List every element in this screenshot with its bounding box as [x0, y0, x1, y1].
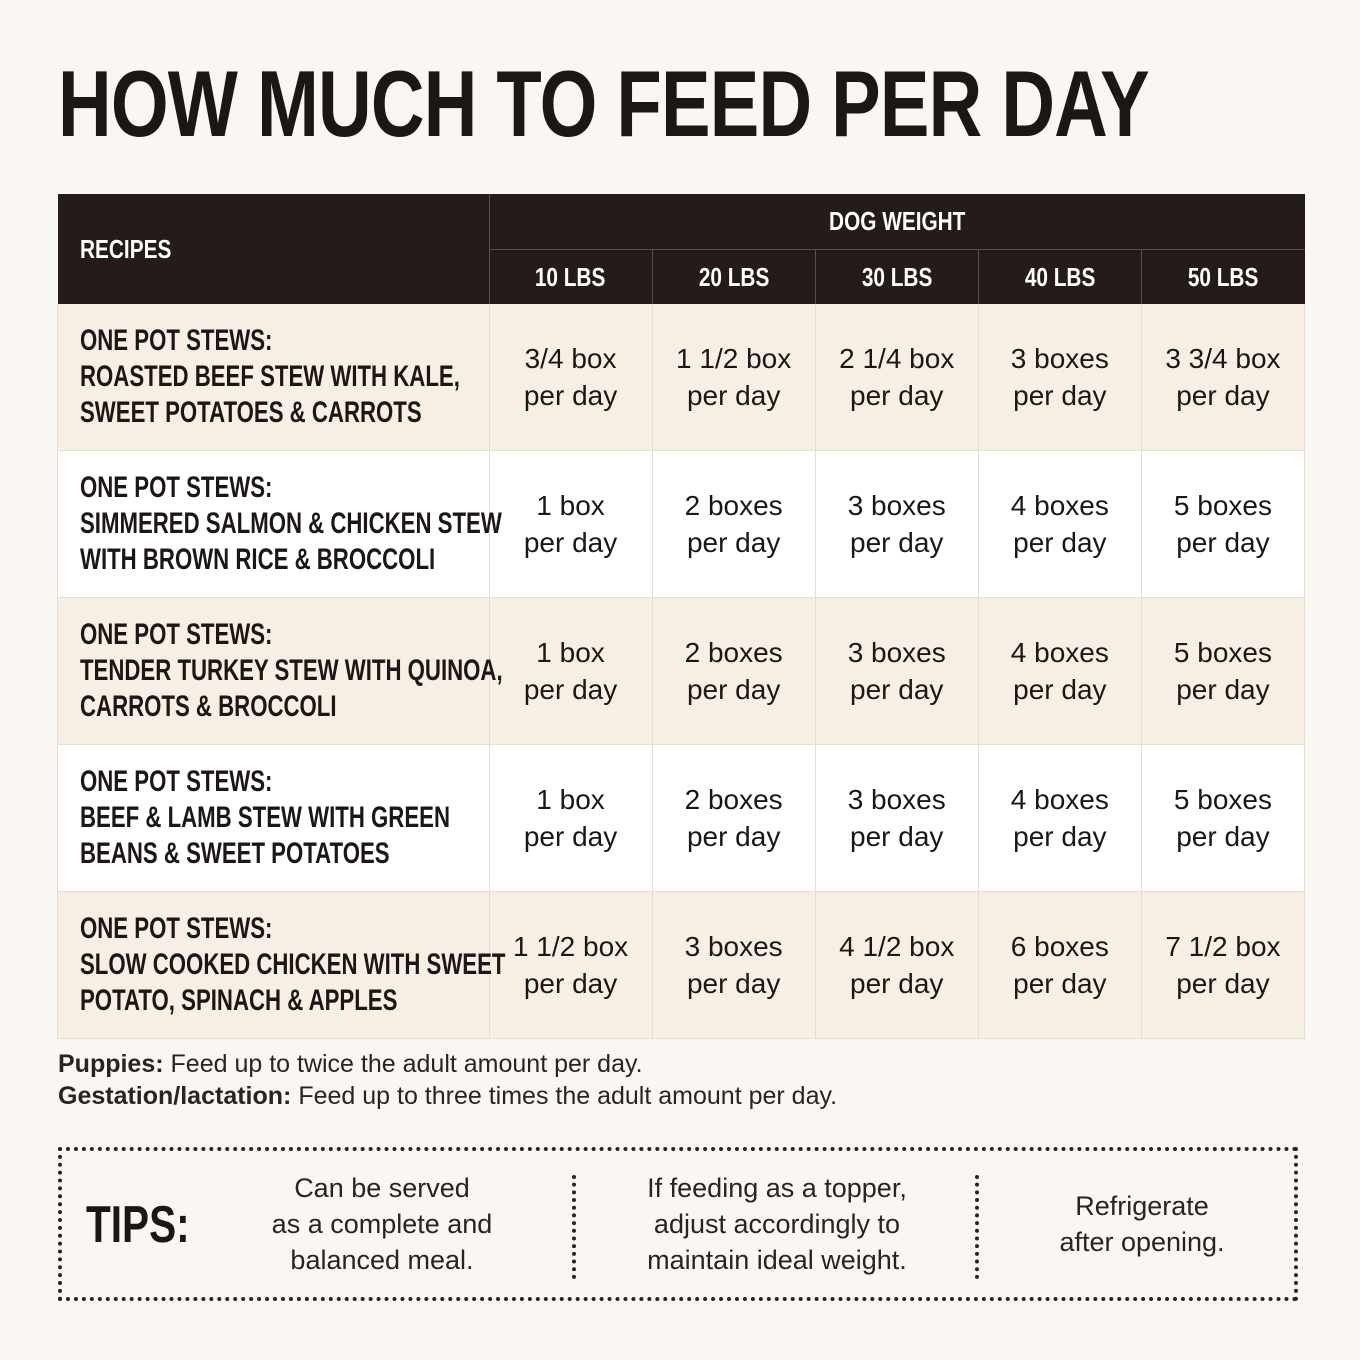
portion-cell: 4 boxes per day [977, 450, 1142, 598]
portion-cell: 1 1/2 box per day [488, 891, 653, 1039]
portion-cell: 2 boxes per day [651, 450, 816, 598]
recipe-name: ONE POT STEWS: BEEF & LAMB STEW WITH GRE… [57, 744, 489, 892]
puppies-note: Puppies: Feed up to twice the adult amou… [58, 1050, 643, 1078]
weight-column-header: 10 LBS [488, 249, 653, 304]
portion-cell: 4 boxes per day [977, 744, 1142, 892]
portion-cell: 3 boxes per day [814, 597, 979, 745]
table-row: ONE POT STEWS: ROASTED BEEF STEW WITH KA… [57, 304, 1306, 451]
table-row: ONE POT STEWS: TENDER TURKEY STEW WITH Q… [57, 597, 1306, 745]
recipes-column-header: RECIPES [79, 233, 171, 264]
portion-cell: 3/4 box per day [488, 304, 653, 451]
portion-cell: 6 boxes per day [977, 891, 1142, 1039]
tips-box: TIPS: Can be served as a complete and ba… [58, 1147, 1298, 1301]
portion-cell: 3 3/4 box per day [1140, 304, 1306, 451]
gestation-note: Gestation/lactation: Feed up to three ti… [58, 1082, 838, 1110]
portion-cell: 1 box per day [488, 597, 653, 745]
portion-cell: 5 boxes per day [1140, 744, 1306, 892]
portion-cell: 1 box per day [488, 450, 653, 598]
portion-cell: 5 boxes per day [1140, 597, 1306, 745]
table-row: ONE POT STEWS: SIMMERED SALMON & CHICKEN… [57, 450, 1306, 598]
tip-topper: If feeding as a topper, adjust according… [647, 1173, 907, 1275]
portion-cell: 2 boxes per day [651, 744, 816, 892]
table-row: ONE POT STEWS: SLOW COOKED CHICKEN WITH … [57, 891, 1306, 1039]
tip-complete-meal: Can be served as a complete and balanced… [271, 1173, 493, 1275]
weight-column-header: 30 LBS [814, 249, 979, 304]
portion-cell: 7 1/2 box per day [1140, 891, 1306, 1039]
recipe-name: ONE POT STEWS: TENDER TURKEY STEW WITH Q… [57, 597, 503, 745]
recipe-name: ONE POT STEWS: SIMMERED SALMON & CHICKEN… [57, 450, 502, 598]
portion-cell: 4 boxes per day [977, 597, 1142, 745]
recipe-name: ONE POT STEWS: SLOW COOKED CHICKEN WITH … [57, 891, 505, 1039]
tip-refrigerate: Refrigerate after opening. [1059, 1191, 1225, 1257]
recipe-name: ONE POT STEWS: ROASTED BEEF STEW WITH KA… [57, 304, 489, 451]
portion-cell: 5 boxes per day [1140, 450, 1306, 598]
portion-cell: 3 boxes per day [814, 744, 979, 892]
page-title: HOW MUCH TO FEED PER DAY [58, 51, 1150, 156]
portion-cell: 3 boxes per day [977, 304, 1142, 451]
portion-cell: 2 boxes per day [651, 597, 816, 745]
feeding-table: RECIPES DOG WEIGHT 10 LBS 20 LBS 30 LBS … [57, 194, 1306, 1039]
portion-cell: 4 1/2 box per day [814, 891, 979, 1039]
feeding-notes: Puppies: Feed up to twice the adult amou… [58, 1048, 837, 1112]
weight-column-header: 50 LBS [1140, 249, 1305, 304]
portion-cell: 3 boxes per day [651, 891, 816, 1039]
weight-column-header: 20 LBS [651, 249, 816, 304]
portion-cell: 2 1/4 box per day [814, 304, 979, 451]
table-row: ONE POT STEWS: BEEF & LAMB STEW WITH GRE… [57, 744, 1306, 892]
tips-label: TIPS: [86, 1196, 190, 1254]
tip-divider [572, 1175, 576, 1279]
portion-cell: 1 1/2 box per day [651, 304, 816, 451]
tip-divider [975, 1175, 979, 1279]
portion-cell: 3 boxes per day [814, 450, 979, 598]
weight-column-header: 40 LBS [977, 249, 1142, 304]
dog-weight-header: DOG WEIGHT [488, 194, 1305, 250]
portion-cell: 1 box per day [488, 744, 653, 892]
